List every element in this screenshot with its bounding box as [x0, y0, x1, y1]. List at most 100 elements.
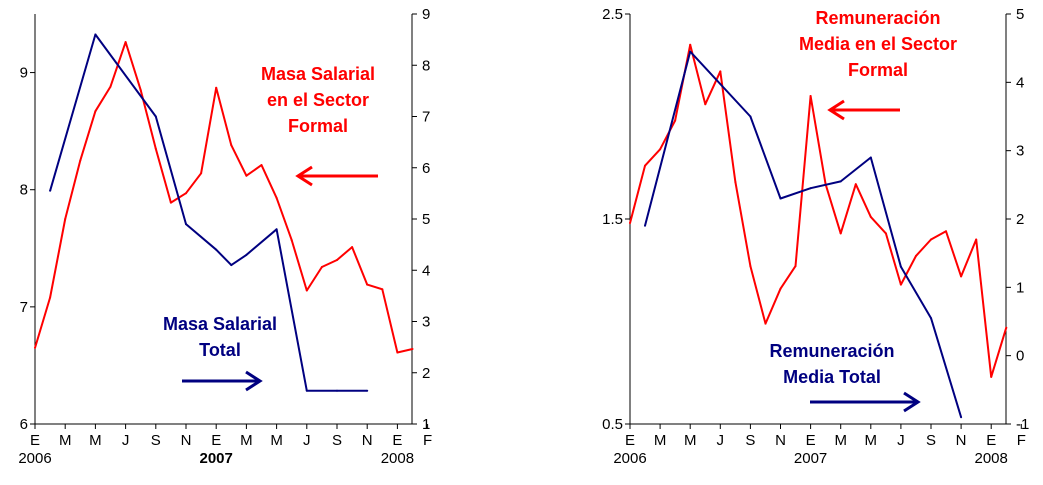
data-point-red — [185, 192, 187, 195]
data-point-red — [215, 86, 218, 89]
left-tick-label: 6 — [20, 416, 28, 433]
data-point-red — [764, 322, 767, 325]
data-point-navy — [960, 416, 963, 419]
data-point-navy — [749, 115, 752, 118]
right-tick-label: 1 — [1016, 279, 1024, 296]
data-point-red — [411, 348, 414, 350]
data-point-red — [260, 164, 263, 167]
year-label: 2008 — [975, 450, 1008, 467]
data-point-red — [1005, 326, 1008, 329]
right-tick-label: 2 — [1016, 211, 1024, 228]
data-point-navy — [215, 248, 218, 251]
data-point-red — [854, 183, 857, 186]
data-point-red — [381, 288, 384, 291]
x-tick-label: S — [745, 432, 755, 449]
data-point-red — [351, 246, 354, 249]
left-tick-label: 0.5 — [602, 416, 623, 433]
data-point-navy — [230, 264, 233, 267]
annotation-text: Remuneración — [769, 341, 894, 361]
series-line-red — [34, 41, 413, 354]
x-tick-label: N — [181, 432, 192, 449]
left-tick-label: 1.5 — [602, 211, 623, 228]
data-point-red — [734, 181, 737, 184]
year-label: 2007 — [794, 450, 827, 467]
series-line-red — [629, 43, 1008, 378]
right-tick-label: 6 — [422, 160, 430, 177]
right-tick-label: 3 — [1016, 143, 1024, 160]
data-point-red — [275, 196, 278, 199]
data-point-red — [230, 144, 233, 147]
data-point-red — [794, 265, 797, 268]
annotation-text: Total — [199, 340, 241, 360]
data-point-red — [305, 289, 308, 292]
x-tick-label: S — [926, 432, 936, 449]
year-label: 2007 — [200, 450, 233, 467]
data-point-red — [659, 148, 662, 151]
data-point-red — [930, 238, 932, 241]
data-point-navy — [899, 265, 902, 268]
data-point-navy — [869, 156, 872, 159]
data-point-red — [124, 41, 127, 44]
data-point-red — [915, 254, 917, 257]
data-point-red — [169, 201, 172, 204]
data-point-red — [975, 238, 978, 241]
year-label: 2006 — [18, 450, 51, 467]
annotation-arrow-head — [295, 165, 313, 187]
data-point-navy — [154, 115, 157, 118]
series-line-navy — [49, 33, 368, 392]
data-point-red — [290, 239, 293, 242]
x-tick-label: E — [30, 432, 40, 449]
data-point-navy — [275, 228, 278, 231]
data-point-red — [79, 159, 82, 162]
data-point-navy — [779, 197, 782, 200]
annotation-text: Formal — [848, 60, 908, 80]
x-tick-label: F — [423, 432, 432, 449]
data-point-red — [749, 265, 752, 268]
x-tick-label: N — [775, 432, 786, 449]
annotation-arrow-head — [903, 391, 921, 413]
data-point-red — [704, 103, 707, 106]
data-point-red — [960, 275, 963, 278]
year-label: 2006 — [613, 450, 646, 467]
x-tick-label: E — [625, 432, 635, 449]
data-point-navy — [644, 224, 646, 227]
data-point-red — [899, 283, 902, 286]
x-tick-label: M — [865, 432, 878, 449]
data-point-red — [779, 287, 782, 290]
x-tick-label: M — [240, 432, 253, 449]
data-point-red — [336, 259, 338, 261]
data-point-red — [629, 222, 631, 225]
annotation-text: Masa Salarial — [261, 64, 375, 84]
data-point-navy — [366, 389, 369, 392]
right-tick-label: 1 — [422, 416, 430, 433]
right-tick-label: 5 — [422, 211, 430, 228]
annotation-text: Remuneración — [815, 8, 940, 28]
x-tick-label: J — [303, 432, 311, 449]
data-point-red — [719, 70, 722, 73]
left-tick-label: 7 — [20, 299, 28, 316]
right-tick-label: 0 — [1016, 348, 1024, 365]
data-point-red — [644, 164, 646, 167]
x-tick-label: N — [362, 432, 373, 449]
data-point-red — [320, 266, 323, 268]
data-point-navy — [94, 33, 97, 36]
data-point-red — [64, 218, 67, 220]
data-point-red — [366, 283, 369, 286]
x-tick-label: N — [956, 432, 967, 449]
right-tick-label: 8 — [422, 57, 430, 74]
left-tick-label: 9 — [20, 65, 28, 82]
data-point-red — [884, 232, 887, 235]
x-tick-label: M — [684, 432, 697, 449]
annotation-text: Media Total — [783, 367, 881, 387]
data-point-red — [49, 296, 52, 299]
annotation-text: Media en el Sector — [799, 34, 957, 54]
data-point-navy — [809, 187, 812, 190]
data-point-red — [396, 351, 399, 354]
data-point-navy — [245, 253, 248, 256]
right-tick-label: 3 — [422, 314, 430, 331]
data-point-navy — [336, 389, 338, 392]
x-tick-label: S — [332, 432, 342, 449]
x-tick-label: M — [59, 432, 72, 449]
